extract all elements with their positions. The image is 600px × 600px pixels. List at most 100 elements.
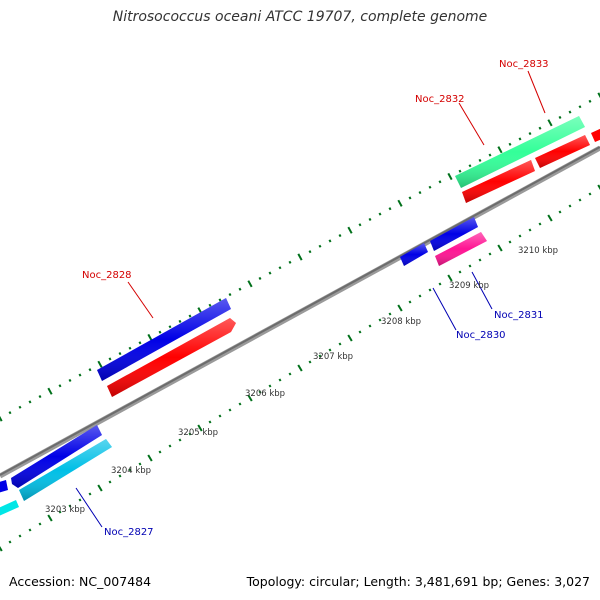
tick-mark — [408, 300, 412, 304]
gene-label-noc-2830[interactable]: Noc_2830 — [456, 330, 506, 341]
tick-mark — [288, 260, 292, 264]
gene-arrow-noc-2833[interactable] — [535, 135, 590, 168]
ruler-label: 3207 kbp — [313, 352, 353, 362]
tick-mark — [447, 172, 453, 181]
tick-mark — [458, 270, 462, 274]
tick-mark — [518, 234, 522, 238]
gene-arrow[interactable] — [0, 500, 19, 516]
tick-mark — [128, 346, 132, 350]
tick-mark — [478, 258, 482, 262]
tick-mark — [297, 364, 303, 372]
tick-mark — [188, 432, 192, 436]
gene-arrow-noc-2828[interactable] — [97, 298, 231, 381]
tick-mark — [278, 266, 282, 270]
tick-mark — [497, 244, 503, 252]
genome-backbone — [0, 145, 600, 479]
tick-mark — [388, 207, 392, 211]
tick-mark — [158, 330, 162, 334]
tick-mark — [438, 282, 442, 286]
gene-arrow-cog[interactable] — [11, 425, 102, 488]
tick-mark — [558, 115, 562, 119]
label-leaders — [75, 70, 546, 528]
tick-mark — [97, 484, 103, 492]
tick-mark — [518, 137, 522, 141]
tick-mark — [308, 250, 312, 254]
tick-mark — [358, 223, 362, 227]
gene-arrow-noc-2832[interactable] — [455, 116, 585, 188]
tick-mark — [158, 450, 162, 454]
tick-mark — [58, 384, 62, 388]
tick-mark — [88, 368, 92, 372]
gene-arrow[interactable] — [591, 128, 600, 142]
tick-mark — [497, 146, 503, 154]
gene-labels: Noc_2827 Noc_2828 Noc_2830 Noc_2831 Noc_… — [82, 59, 549, 538]
tick-mark — [547, 119, 553, 127]
tick-mark — [78, 498, 82, 502]
tick-mark — [278, 378, 282, 382]
tick-mark — [338, 342, 342, 346]
gene-arrow[interactable] — [430, 217, 478, 251]
tick-mark — [58, 510, 62, 514]
ruler-label: 3204 kbp — [111, 466, 151, 476]
gene-label-noc-2831[interactable]: Noc_2831 — [494, 310, 544, 321]
tick-mark — [228, 408, 232, 412]
gene-arrow[interactable] — [462, 160, 535, 203]
gene-arrow-noc-2827[interactable] — [19, 439, 112, 501]
tick-rings — [0, 92, 600, 552]
gene-arrow[interactable] — [0, 480, 8, 493]
tick-mark — [538, 126, 542, 130]
tick-mark — [8, 411, 12, 415]
tick-mark — [468, 164, 472, 168]
tick-mark — [428, 288, 432, 292]
tick-mark — [188, 314, 192, 318]
gene-label-noc-2827[interactable]: Noc_2827 — [104, 527, 154, 538]
tick-mark — [228, 293, 232, 297]
tick-mark — [578, 198, 582, 202]
tick-mark — [428, 185, 432, 189]
tick-mark — [397, 304, 403, 312]
tick-mark — [368, 324, 372, 328]
tick-mark — [418, 191, 422, 195]
tick-mark — [218, 298, 222, 302]
tick-mark — [297, 253, 303, 261]
tick-mark — [28, 400, 32, 404]
gene-label-noc-2828[interactable]: Noc_2828 — [82, 270, 132, 281]
gene-label-noc-2832[interactable]: Noc_2832 — [415, 94, 465, 105]
tick-mark — [438, 180, 442, 184]
tick-mark — [347, 226, 353, 234]
gene-arrow-noc-2831[interactable] — [435, 232, 487, 266]
tick-mark — [358, 330, 362, 334]
tick-mark — [597, 184, 600, 190]
tick-mark — [138, 341, 142, 345]
tick-mark — [547, 214, 553, 222]
tick-mark — [118, 474, 122, 478]
tick-mark — [18, 534, 22, 538]
gene-label-noc-2833[interactable]: Noc_2833 — [499, 59, 549, 70]
tick-mark — [218, 414, 222, 418]
ruler-label: 3205 kbp — [178, 428, 218, 438]
tick-mark — [147, 454, 153, 462]
accession-text: Accession: NC_007484 — [9, 574, 152, 589]
ruler-label: 3209 kbp — [449, 281, 489, 291]
tick-mark — [347, 334, 353, 342]
tick-mark — [458, 169, 462, 173]
tick-mark — [488, 252, 492, 256]
tick-mark — [288, 372, 292, 376]
tick-mark — [118, 352, 122, 356]
tick-mark — [38, 522, 42, 526]
tick-mark — [328, 239, 332, 243]
tick-mark — [408, 196, 412, 200]
tick-mark — [128, 468, 132, 472]
tick-mark — [588, 99, 592, 103]
tick-mark — [88, 492, 92, 496]
ruler-labels: 3203 kbp 3204 kbp 3205 kbp 3206 kbp 3207… — [45, 246, 558, 515]
tick-mark — [328, 348, 332, 352]
ruler-label: 3208 kbp — [381, 317, 421, 327]
ruler-label: 3203 kbp — [45, 505, 85, 515]
gene-arrow[interactable] — [107, 318, 236, 397]
tick-mark — [178, 438, 182, 442]
tick-mark — [168, 444, 172, 448]
gene-arrow-noc-2830[interactable] — [400, 243, 428, 266]
tick-mark — [208, 303, 212, 307]
